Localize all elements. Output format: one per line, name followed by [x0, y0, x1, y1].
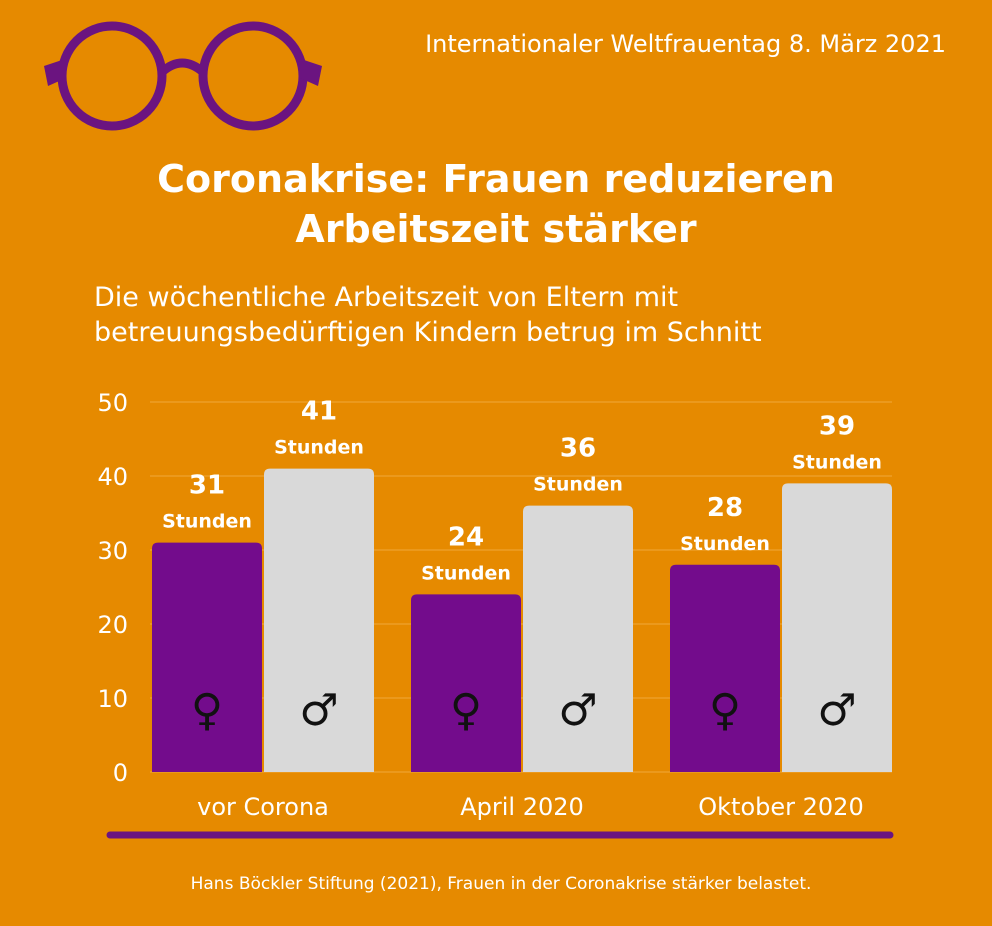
y-tick-label: 10	[97, 685, 128, 713]
female-symbol-icon: ♀	[450, 685, 482, 736]
bar	[411, 594, 521, 772]
y-tick-label: 30	[97, 537, 128, 565]
bar	[264, 468, 374, 772]
x-tick-label: vor Corona	[197, 793, 329, 821]
round-glasses-icon	[44, 21, 322, 131]
data-label-value: 41	[301, 397, 337, 427]
male-symbol-icon: ♂	[299, 685, 338, 736]
bar	[782, 483, 892, 772]
x-tick-label: April 2020	[460, 793, 584, 821]
bar	[152, 542, 262, 772]
data-label-unit: Stunden	[533, 474, 623, 496]
chart-title-line-2: Arbeitszeit stärker	[295, 207, 697, 251]
chart-title: Coronakrise: Frauen reduzieren Arbeitsze…	[0, 154, 992, 254]
y-tick-label: 0	[113, 759, 128, 787]
data-label-unit: Stunden	[792, 451, 882, 473]
data-label-value: 28	[707, 493, 743, 523]
bar	[670, 564, 780, 772]
x-tick-label: Oktober 2020	[698, 793, 863, 821]
data-label-value: 31	[189, 471, 225, 501]
male-symbol-icon: ♂	[817, 685, 856, 736]
y-tick-label: 50	[97, 389, 128, 417]
data-label-value: 24	[448, 522, 484, 552]
bar	[523, 505, 633, 772]
bar-chart: 0 10 20 30 40 50 ♀ 31 Stunden ♂ 41 Stunden vor Coron…	[97, 389, 894, 839]
chart-subtitle-line-2: betreuungsbedürftigen Kindern betrug im …	[94, 317, 762, 348]
data-label-value: 39	[819, 411, 855, 441]
female-symbol-icon: ♀	[191, 685, 223, 736]
chart-subtitle-line-1: Die wöchentliche Arbeitszeit von Eltern …	[94, 282, 679, 313]
source-note: Hans Böckler Stiftung (2021), Frauen in …	[190, 874, 812, 894]
female-symbol-icon: ♀	[709, 685, 741, 736]
data-label-unit: Stunden	[162, 511, 252, 533]
y-tick-label: 40	[97, 463, 128, 491]
y-tick-label: 20	[97, 611, 128, 639]
chart-title-line-1: Coronakrise: Frauen reduzieren	[157, 157, 835, 201]
data-label-value: 36	[560, 434, 596, 464]
data-label-unit: Stunden	[680, 533, 770, 555]
data-label-unit: Stunden	[421, 562, 511, 584]
male-symbol-icon: ♂	[558, 685, 597, 736]
data-label-unit: Stunden	[274, 437, 364, 459]
chart-subtitle: Die wöchentliche Arbeitszeit von Eltern …	[94, 280, 974, 350]
event-date-line: Internationaler Weltfrauentag 8. März 20…	[425, 30, 946, 58]
